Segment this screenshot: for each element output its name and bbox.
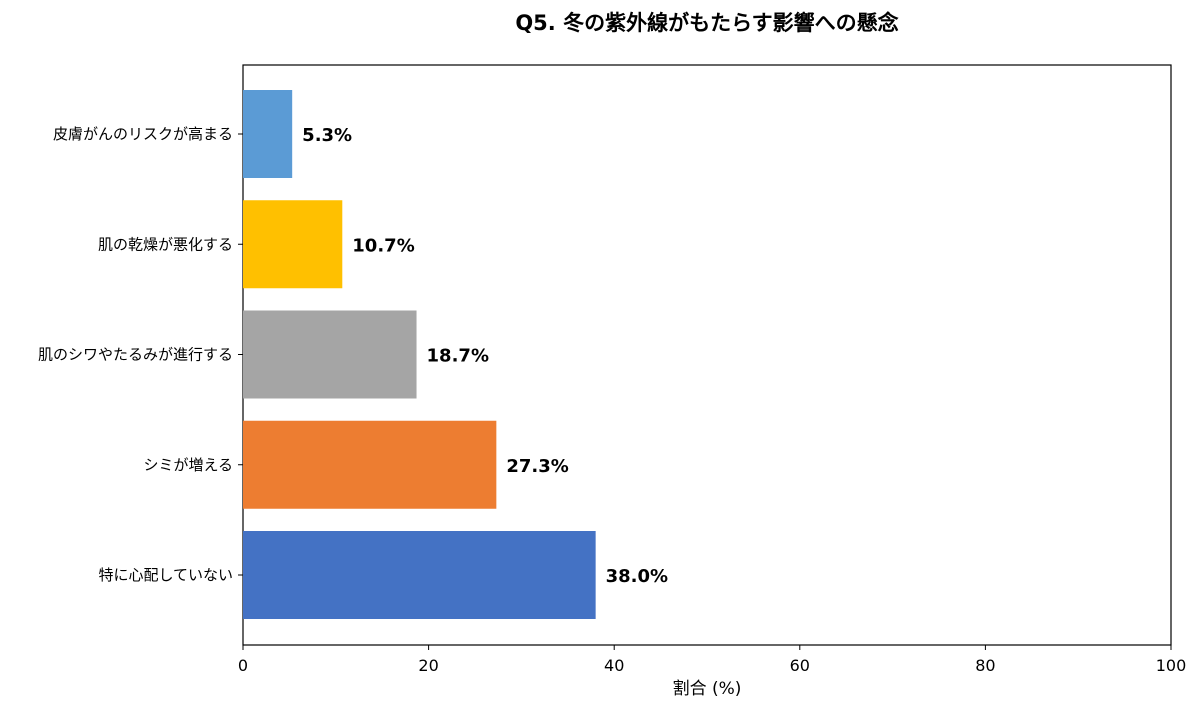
category-label: 肌のシワやたるみが進行する	[38, 346, 233, 364]
data-label: 38.0%	[606, 566, 668, 587]
category-labels-group: 皮膚がんのリスクが高まる肌の乾燥が悪化する肌のシワやたるみが進行するシミが増える…	[38, 125, 243, 584]
category-label: 皮膚がんのリスクが高まる	[53, 125, 233, 143]
bars-group	[243, 90, 596, 619]
category-label: シミが増える	[143, 456, 233, 474]
chart-title: Q5. 冬の紫外線がもたらす影響への懸念	[515, 11, 898, 35]
x-tick-label: 0	[238, 656, 248, 675]
x-tick-label: 40	[604, 656, 624, 675]
bar-0	[243, 90, 293, 178]
category-label: 肌の乾燥が悪化する	[98, 235, 233, 253]
category-label: 特に心配していない	[98, 566, 233, 584]
bar-4	[243, 531, 596, 619]
x-axis-label: 割合 (%)	[673, 679, 742, 699]
bar-1	[243, 200, 343, 289]
data-label: 18.7%	[427, 346, 489, 367]
x-tick-label: 20	[418, 656, 438, 675]
x-tick-label: 100	[1156, 656, 1187, 675]
bar-2	[243, 310, 417, 399]
x-tick-label: 60	[790, 656, 810, 675]
bar-3	[243, 420, 497, 509]
data-label: 5.3%	[302, 125, 352, 146]
x-axis: 0 20 40 60 80 100	[238, 645, 1186, 675]
data-label: 10.7%	[352, 235, 414, 256]
data-labels-group: 5.3% 10.7% 18.7% 27.3% 38.0%	[302, 125, 668, 587]
x-tick-label: 80	[975, 656, 995, 675]
data-label: 27.3%	[506, 456, 568, 477]
